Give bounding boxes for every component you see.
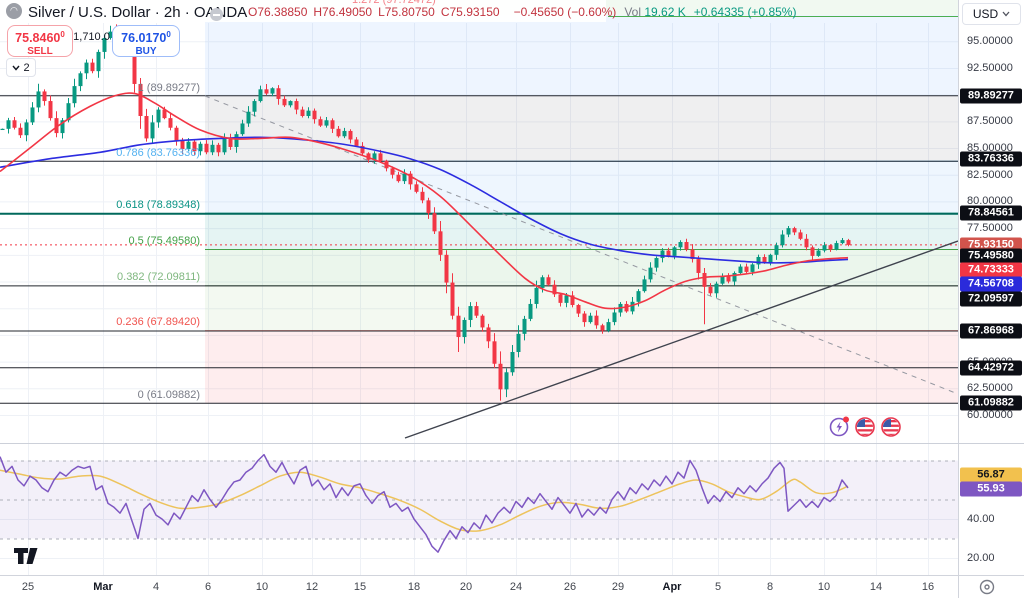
price-tick: 20.00 <box>967 552 995 564</box>
time-tick: 14 <box>869 581 883 593</box>
ohlc-item: L75.80750 <box>378 5 435 19</box>
price-tick: 95.00000 <box>967 35 1013 47</box>
volume-label: Vol <box>624 5 641 19</box>
price-tick: 40.00 <box>967 513 995 525</box>
collapse-count: 2 <box>23 61 30 74</box>
fib-level-label: 0.236 (67.89420) <box>116 316 200 328</box>
fib-level-label: 0.786 (83.76336) <box>116 147 200 159</box>
price-badge: 89.89277 <box>960 88 1022 104</box>
price-badge: 74.73333 <box>960 262 1022 278</box>
change-value: −0.45650 (−0.60%) <box>513 5 617 19</box>
price-tick: 82.50000 <box>967 169 1013 181</box>
time-tick: 12 <box>305 581 319 593</box>
notification-dot <box>843 416 849 423</box>
price-tick: 80.00000 <box>967 195 1013 207</box>
time-tick: 26 <box>563 581 577 593</box>
price-badge: 64.42972 <box>960 360 1022 376</box>
symbol-logo-icon[interactable]: ◠ <box>6 3 22 19</box>
volume-value: 19.62 K <box>644 5 686 19</box>
symbol-title[interactable]: Silver / U.S. Dollar · 2h · OANDA <box>28 4 248 21</box>
fib-label-1272: 1.272 (97.72472) <box>352 0 436 6</box>
timezone-settings-icon[interactable] <box>978 579 996 595</box>
ohlc-values: O76.38850 H76.49050 L75.80750 C75.93150 <box>248 5 506 19</box>
object-tree-collapse-button[interactable]: 2 <box>6 58 36 77</box>
time-tick: Mar <box>93 581 113 593</box>
main-chart-canvas[interactable] <box>0 0 958 575</box>
sell-label: SELL <box>27 46 53 58</box>
time-tick: 16 <box>921 581 935 593</box>
time-axis[interactable]: 25 Mar 4 6 10 12 15 18 20 24 26 29 Apr 5 8 10 14 16 <box>0 575 1024 598</box>
fib-level-label: 0.382 (72.09811) <box>117 271 200 283</box>
chevron-down-icon <box>1002 11 1010 17</box>
sell-button[interactable]: 75.84600 SELL <box>7 25 73 57</box>
price-axis[interactable]: USD 95.00000 92.50000 87.50000 85.00000 82.5… <box>958 0 1024 575</box>
price-badge: 56.87 <box>960 467 1022 483</box>
time-tick: 10 <box>817 581 831 593</box>
price-badge: 83.76336 <box>960 151 1022 167</box>
extended-change-value: +0.64335 (+0.85%) <box>693 5 797 19</box>
time-tick: 15 <box>353 581 367 593</box>
price-tick: 62.50000 <box>967 382 1013 394</box>
currency-selector[interactable]: USD <box>962 3 1021 25</box>
price-tick: 87.50000 <box>967 115 1013 127</box>
ohlc-item: C75.93150 <box>440 5 500 19</box>
time-tick: 8 <box>766 581 774 593</box>
spread-value: 1,710.0 <box>73 31 110 43</box>
tradingview-logo[interactable] <box>13 545 49 567</box>
time-tick: 5 <box>714 581 722 593</box>
price-badge: 75.49580 <box>960 248 1022 264</box>
price-tick: 85.00000 <box>967 142 1013 154</box>
ohlc-item: O76.38850 <box>248 5 308 19</box>
time-tick: 4 <box>152 581 160 593</box>
chevron-down-icon <box>12 65 20 71</box>
time-tick: 24 <box>509 581 523 593</box>
time-tick: 25 <box>21 581 35 593</box>
ohlc-legend: O76.38850 H76.49050 L75.80750 C75.93150 −0.… <box>248 5 796 19</box>
us-flag-event-icon[interactable] <box>881 417 901 437</box>
buy-label: BUY <box>135 46 157 58</box>
price-badge: 55.93 <box>960 481 1022 497</box>
time-tick: Apr <box>662 581 682 593</box>
price-tick: 77.50000 <box>967 222 1013 234</box>
time-tick: 10 <box>255 581 269 593</box>
time-tick: 20 <box>459 581 473 593</box>
legend-background <box>0 0 606 22</box>
pane-divider[interactable] <box>0 443 1024 444</box>
economic-events-lightning-icon[interactable] <box>829 416 850 437</box>
time-tick: 6 <box>204 581 212 593</box>
price-badge: 72.09597 <box>960 291 1022 307</box>
fib-level-label: 0.618 (78.89348) <box>116 199 200 211</box>
time-tick: 29 <box>611 581 625 593</box>
price-badge: 67.86968 <box>960 323 1022 339</box>
time-tick: 18 <box>407 581 421 593</box>
price-badge: 61.09882 <box>960 395 1022 411</box>
event-icons <box>829 416 901 437</box>
ohlc-item: H76.49050 <box>313 5 373 19</box>
fib-level-label: 1 (89.89277) <box>137 82 200 94</box>
legend-collapse-icon[interactable] <box>210 8 223 21</box>
fib-level-label: 0 (61.09882) <box>137 389 200 401</box>
buy-button[interactable]: 76.01700 BUY <box>112 25 180 57</box>
price-tick: 60.00000 <box>967 409 1013 421</box>
price-tick: 92.50000 <box>967 62 1013 74</box>
us-flag-event-icon[interactable] <box>855 417 875 437</box>
price-badge: 78.84561 <box>960 205 1022 221</box>
price-badge: 74.56708 <box>960 276 1022 292</box>
fib-level-label: 0.5 (75.49580) <box>128 235 200 247</box>
